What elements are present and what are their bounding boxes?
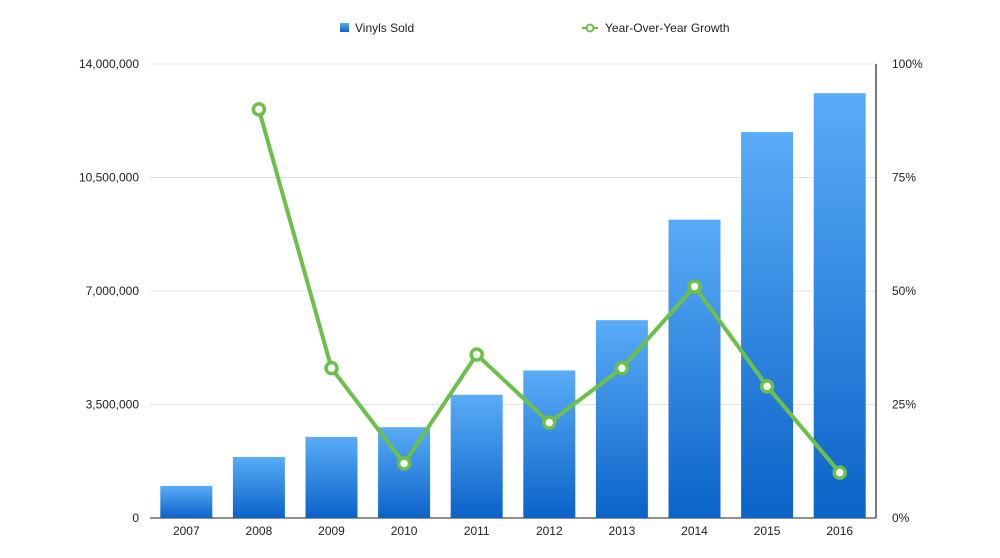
x-tick-label: 2007 <box>173 524 200 538</box>
bar <box>523 370 576 518</box>
bar <box>595 320 648 518</box>
x-tick-label: 2012 <box>536 524 563 538</box>
growth-point <box>469 347 484 362</box>
y-axis-right: 0% 25% 50% 75% 100% <box>892 57 923 525</box>
legend-label-growth: Year-Over-Year Growth <box>605 21 730 35</box>
x-tick-label: 2013 <box>609 524 636 538</box>
growth-point <box>759 379 775 394</box>
x-tick-label: 2014 <box>681 524 708 538</box>
y-left-tick-label: 0 <box>132 511 139 525</box>
legend-swatch-vinyls-sold <box>340 23 349 32</box>
growth-point <box>324 360 339 376</box>
bar <box>232 457 285 518</box>
growth-point <box>687 279 702 294</box>
x-tick-label: 2009 <box>318 524 345 538</box>
growth-point <box>832 465 847 480</box>
x-tick-label: 2010 <box>391 524 418 538</box>
y-left-tick-label: 14,000,000 <box>79 57 139 71</box>
x-tick-label: 2016 <box>826 524 853 538</box>
chart-legend: Vinyls Sold Year-Over-Year Growth <box>340 21 730 35</box>
bar-series <box>160 93 866 518</box>
y-right-tick-label: 100% <box>892 57 923 71</box>
y-right-tick-label: 25% <box>892 398 916 412</box>
bar <box>668 219 721 518</box>
y-left-tick-label: 7,000,000 <box>86 284 140 298</box>
y-left-tick-label: 10,500,000 <box>79 171 139 185</box>
growth-point <box>251 102 267 117</box>
x-axis: 2007 2008 2009 2010 2011 2012 2013 2014 2015 2016 <box>173 524 853 538</box>
bar <box>160 485 213 518</box>
line-series <box>251 102 847 480</box>
growth-point <box>542 415 557 430</box>
legend-label-vinyls-sold: Vinyls Sold <box>355 21 414 35</box>
y-right-tick-label: 0% <box>892 511 910 525</box>
bar <box>305 436 358 518</box>
growth-point <box>396 456 412 471</box>
y-axis-left: 0 3,500,000 7,000,000 10,500,000 14,000,000 <box>79 57 139 525</box>
x-tick-label: 2011 <box>464 524 490 538</box>
x-tick-label: 2008 <box>246 524 273 538</box>
bar <box>741 132 794 518</box>
legend-swatch-growth <box>582 23 598 33</box>
x-tick-label: 2015 <box>754 524 781 538</box>
y-right-tick-label: 50% <box>892 284 916 298</box>
y-left-tick-label: 3,500,000 <box>86 398 140 412</box>
bar <box>813 93 866 518</box>
bar <box>450 394 503 518</box>
y-right-tick-label: 75% <box>892 171 916 185</box>
growth-point <box>614 360 630 376</box>
